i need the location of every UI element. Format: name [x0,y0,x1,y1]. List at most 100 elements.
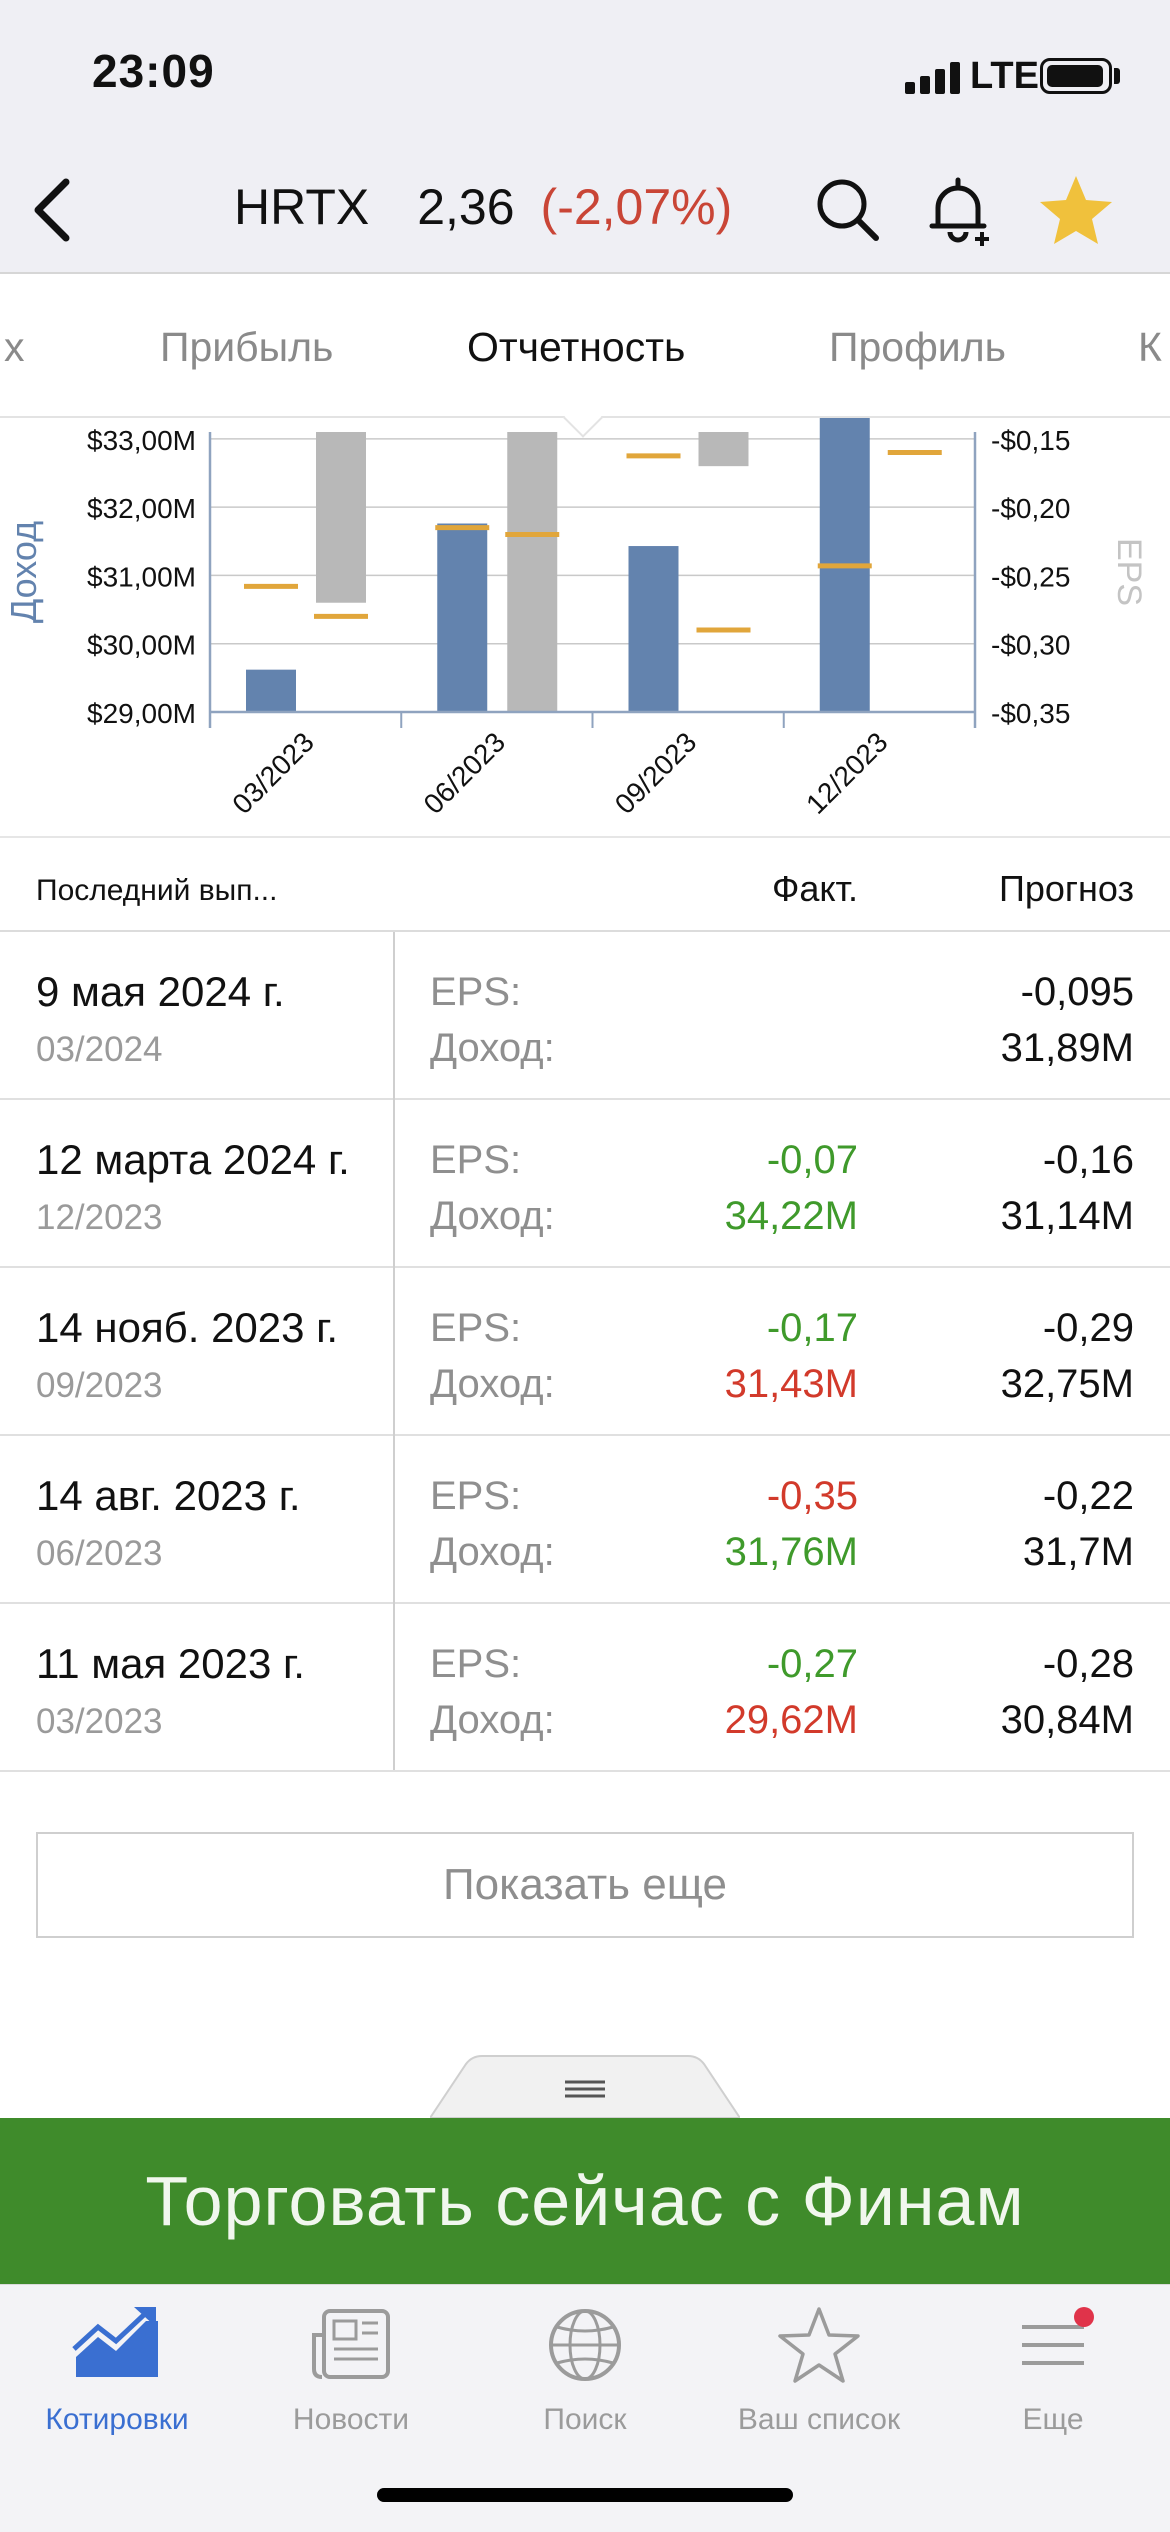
bell-plus-icon [929,177,989,246]
tab-reports[interactable]: Отчетность [467,324,686,370]
status-bar: 23:09 LTE [0,0,1170,150]
fiscal-period: 03/2024 [36,1030,163,1069]
tab-next-partial[interactable]: К [1138,324,1162,370]
network-type: LTE [970,55,1039,97]
revenue-forecast: 31,14M [1000,1194,1134,1238]
tabbar-quotes-label: Котировки [45,2403,189,2436]
table-row[interactable]: 9 мая 2024 г. 03/2024 EPS: Доход: -0,095… [0,932,1170,1100]
battery-icon [1040,58,1112,94]
eps-forecast: -0,29 [1042,1306,1134,1350]
earnings-chart-svg: $29,00M $30,00M $31,00M $32,00M $33,00M -$0,3… [3,418,1148,820]
eps-label: EPS: [430,1306,522,1350]
tab-profit[interactable]: Прибыль [160,324,334,370]
eps-forecast: -0,16 [1042,1138,1134,1182]
tab-prev-partial[interactable]: х [4,324,25,370]
fiscal-period: 09/2023 [36,1366,163,1405]
earnings-table-header: Последний вып... Факт. Прогноз [0,838,1170,932]
eps-actual: -0,17 [766,1306,858,1350]
tabbar-watchlist-label: Ваш список [737,2403,901,2436]
table-row[interactable]: 14 авг. 2023 г. 06/2023 EPS: Доход: -0,3… [0,1436,1170,1604]
revenue-forecast: 31,7M [1022,1530,1134,1574]
chart-divider [0,836,1170,838]
trade-banner[interactable]: Торговать сейчас с Финам [0,2118,1170,2284]
menu-icon [1022,2307,1094,2365]
tabbar-more[interactable]: Еще [936,2305,1170,2437]
ticker-price: 2,36 [417,179,515,235]
table-row[interactable]: 12 марта 2024 г. 12/2023 EPS: Доход: -0,… [0,1100,1170,1268]
release-date: 14 нояб. 2023 г. [36,1304,339,1351]
search-button[interactable] [808,170,888,250]
nav-header: HRTX 2,36 (-2,07%) [0,150,1170,274]
left-axis-label: Доход [3,521,44,623]
tabbar-news[interactable]: Новости [234,2305,468,2437]
eps-forecast: -0,28 [1042,1642,1134,1686]
alert-button[interactable] [920,170,1000,250]
fiscal-period: 06/2023 [36,1534,163,1573]
star-filled-icon [1040,176,1112,244]
revenue-bar [628,546,679,712]
home-indicator [377,2488,793,2502]
left-axis-tick: $33,00M [87,425,196,456]
battery-tip [1114,68,1120,84]
right-axis-tick: -$0,20 [991,493,1070,524]
revenue-label: Доход: [430,1362,555,1406]
release-date: 14 авг. 2023 г. [36,1472,301,1519]
release-date: 11 мая 2023 г. [36,1640,305,1687]
show-more-button[interactable]: Показать еще [36,1832,1134,1938]
tabbar-quotes[interactable]: Котировки [0,2305,234,2437]
globe-icon [549,2309,621,2381]
table-row[interactable]: 14 нояб. 2023 г. 09/2023 EPS: Доход: -0,… [0,1268,1170,1436]
ticker-summary: HRTX 2,36 (-2,07%) [234,178,732,236]
left-axis-tick: $29,00M [87,698,196,729]
back-button[interactable] [22,172,92,248]
earnings-chart: $29,00M $30,00M $31,00M $32,00M $33,00M -$0,3… [0,418,1170,838]
eps-label: EPS: [430,1474,522,1518]
col-release: Последний вып... [36,874,278,907]
x-axis-category-label: 12/2023 [800,726,893,819]
x-axis-category-label: 06/2023 [418,726,511,819]
ticker-change: (-2,07%) [540,179,733,235]
eps-label: EPS: [430,1138,522,1182]
revenue-forecast: 30,84M [1000,1698,1134,1742]
drawer-handle[interactable] [428,2054,742,2119]
status-time: 23:09 [92,45,215,97]
eps-actual: -0,07 [766,1138,858,1182]
tabbar-watchlist[interactable]: Ваш список [702,2305,936,2437]
right-axis-tick: -$0,25 [991,561,1070,592]
left-axis-tick: $32,00M [87,493,196,524]
signal-strength-icon [905,62,961,94]
fiscal-period: 12/2023 [36,1198,163,1237]
eps-actual: -0,27 [766,1642,858,1686]
right-axis-label: EPS [1110,538,1148,606]
table-row[interactable]: 11 мая 2023 г. 03/2023 EPS: Доход: -0,27… [0,1604,1170,1772]
revenue-actual: 31,76M [724,1530,858,1574]
revenue-actual: 34,22M [724,1194,858,1238]
table-column-divider [393,932,395,1770]
tabbar-search[interactable]: Поиск [468,2305,702,2437]
eps-bar [316,432,366,603]
left-axis-tick: $31,00M [87,561,196,592]
section-tabs: х Прибыль Отчетность Профиль К [0,274,1170,418]
search-icon [817,179,879,241]
col-actual: Факт. [771,868,858,909]
tab-profile[interactable]: Профиль [829,324,1006,370]
left-axis-tick: $30,00M [87,630,196,661]
tabbar-search-label: Поиск [543,2403,627,2436]
eps-label: EPS: [430,970,522,1014]
right-axis-tick: -$0,15 [991,425,1070,456]
revenue-actual: 31,43M [724,1362,858,1406]
tabbar-news-label: Новости [292,2403,410,2436]
eps-forecast: -0,095 [1020,970,1134,1014]
revenue-label: Доход: [430,1194,555,1238]
revenue-bar [246,669,296,712]
earnings-table: 9 мая 2024 г. 03/2024 EPS: Доход: -0,095… [0,932,1170,1772]
drawer-handle-icon [428,2055,742,2119]
ticker-symbol: HRTX [234,179,370,235]
x-axis-category-label: 09/2023 [609,726,702,819]
right-axis-tick: -$0,30 [991,630,1070,661]
eps-bar [507,432,558,712]
revenue-actual: 29,62M [724,1698,858,1742]
favorite-button[interactable] [1036,170,1116,250]
release-date: 9 мая 2024 г. [36,968,285,1015]
eps-forecast: -0,22 [1042,1474,1134,1518]
